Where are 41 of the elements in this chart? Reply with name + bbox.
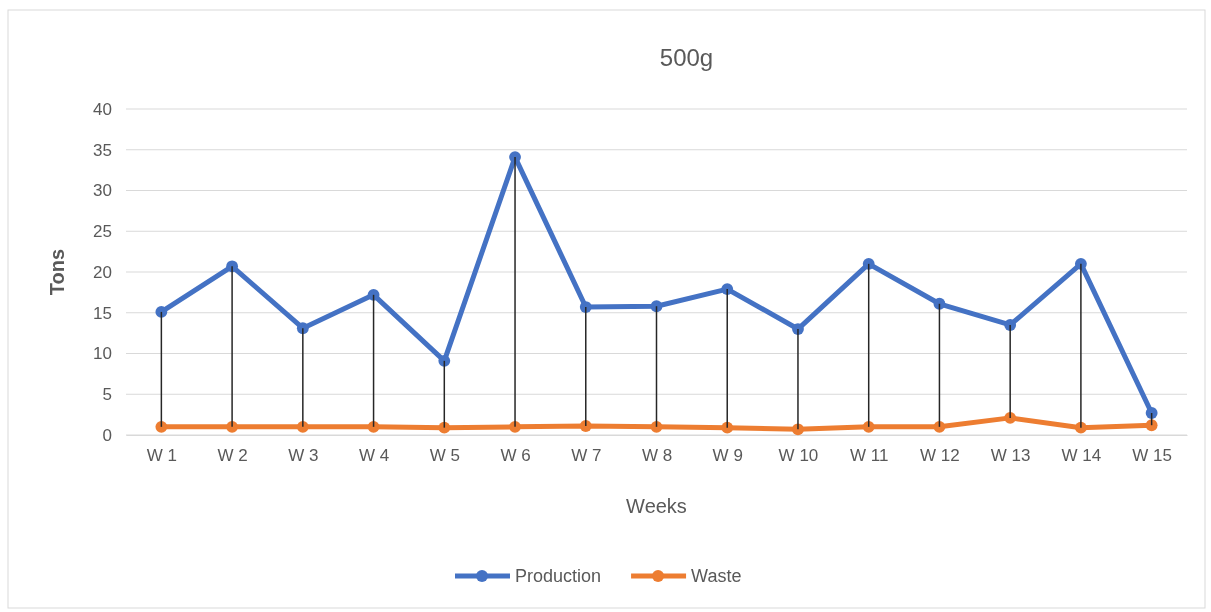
x-tick-label: W 9	[712, 446, 743, 466]
legend-label: Production	[515, 566, 602, 586]
x-tick-label: W 12	[920, 446, 960, 466]
x-tick-label: W 5	[429, 446, 460, 466]
point	[438, 421, 451, 434]
point	[155, 306, 168, 318]
y-tick-label: 30	[93, 181, 112, 201]
x-tick-label: W 8	[641, 446, 673, 466]
point	[933, 420, 946, 433]
y-tick-label: 5	[102, 385, 112, 405]
point	[438, 354, 451, 367]
x-tick-label: W 13	[990, 446, 1031, 466]
x-tick-label: W 3	[288, 446, 319, 466]
legend-label: Waste	[691, 566, 742, 586]
y-tick-label: 35	[93, 140, 112, 160]
y-tick-label: 20	[93, 262, 112, 282]
x-tick-label: W 6	[500, 446, 531, 466]
x-tick-label: W 4	[358, 446, 390, 466]
point	[1145, 419, 1158, 432]
x-tick-label: W 10	[778, 446, 819, 466]
x-tick-label: W 15	[1132, 446, 1172, 466]
point	[367, 420, 380, 433]
x-tick-label: W 1	[146, 446, 177, 466]
x-tick-label: W 14	[1061, 446, 1102, 466]
point	[155, 420, 168, 433]
y-axis-title: Tons	[46, 248, 68, 296]
point	[1145, 407, 1158, 419]
chart-title: 500g	[659, 44, 714, 71]
y-tick-label: 10	[93, 344, 112, 364]
x-axis-title: Weeks	[626, 495, 687, 517]
x-tick-label: W 2	[217, 446, 248, 466]
point	[933, 297, 946, 310]
point	[862, 420, 875, 433]
y-tick-label: 0	[102, 425, 112, 445]
y-tick-label: 15	[93, 303, 112, 323]
y-tick-label: 25	[93, 222, 112, 242]
x-tick-label: W 11	[849, 446, 889, 466]
x-tick-label: W 7	[571, 446, 602, 466]
point	[367, 288, 380, 301]
y-tick-label: 40	[93, 99, 112, 119]
point	[862, 257, 875, 270]
